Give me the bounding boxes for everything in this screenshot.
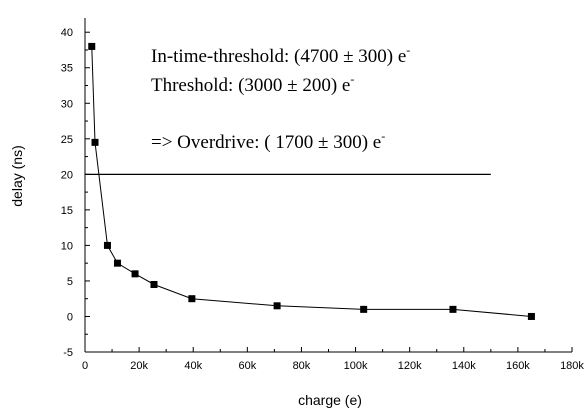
x-tick-label: 60k bbox=[238, 360, 256, 372]
svg-text:Threshold: (3000 ± 200) e-: Threshold: (3000 ± 200) e- bbox=[151, 72, 354, 96]
x-tick-label: 40k bbox=[184, 360, 202, 372]
annotation-text: => Overdrive: ( 1700 ± 300) e bbox=[151, 132, 381, 153]
y-tick-label: 20 bbox=[61, 169, 73, 181]
annotation-superscript: - bbox=[406, 43, 410, 57]
x-tick-label: 180k bbox=[560, 360, 584, 372]
annotation-in-time-threshold: In-time-threshold: (4700 ± 300) e- bbox=[151, 43, 410, 67]
x-axis-title: charge (e) bbox=[298, 392, 362, 408]
x-tick-label: 80k bbox=[293, 360, 311, 372]
annotation-superscript: - bbox=[381, 129, 385, 143]
y-tick-label: 35 bbox=[61, 63, 73, 75]
y-tick-label: -5 bbox=[63, 347, 73, 359]
data-point bbox=[527, 312, 535, 320]
data-point bbox=[113, 259, 121, 267]
data-point bbox=[150, 280, 158, 288]
y-tick-label: 10 bbox=[61, 240, 73, 252]
data-point bbox=[131, 270, 139, 278]
annotation-overdrive: => Overdrive: ( 1700 ± 300) e- bbox=[151, 129, 385, 153]
series-layer bbox=[88, 42, 535, 320]
y-axis-title: delay (ns) bbox=[9, 145, 25, 206]
axes: 0 20k 40k 60k 80k 100k 120k 140k 160k 180k -5 0 5 10 1… bbox=[61, 18, 584, 372]
y-tick-label: 25 bbox=[61, 134, 73, 146]
data-point bbox=[88, 42, 96, 50]
data-point bbox=[103, 241, 111, 249]
x-tick-label: 160k bbox=[506, 360, 530, 372]
x-tick-label: 140k bbox=[452, 360, 476, 372]
y-tick-label: 40 bbox=[61, 27, 73, 39]
annotation-superscript: - bbox=[350, 72, 354, 86]
y-tick-label: 5 bbox=[67, 276, 73, 288]
data-point bbox=[360, 305, 368, 313]
annotation-threshold: Threshold: (3000 ± 200) e- bbox=[151, 72, 354, 96]
data-point bbox=[449, 305, 457, 313]
x-tick-label: 100k bbox=[344, 360, 368, 372]
data-point bbox=[188, 295, 196, 303]
y-tick-label: 0 bbox=[67, 311, 73, 323]
y-tick-label: 15 bbox=[61, 205, 73, 217]
data-point bbox=[91, 138, 99, 146]
x-tick-label: 20k bbox=[130, 360, 148, 372]
svg-text:=> Overdrive: ( 1700 ± 300) e: => Overdrive: ( 1700 ± 300) e- bbox=[151, 129, 385, 153]
x-tick-label: 0 bbox=[82, 360, 88, 372]
data-point bbox=[273, 302, 281, 310]
y-tick-label: 30 bbox=[61, 98, 73, 110]
annotation-text: Threshold: (3000 ± 200) e bbox=[151, 75, 350, 96]
x-tick-label: 120k bbox=[398, 360, 422, 372]
annotation-text: In-time-threshold: (4700 ± 300) e bbox=[151, 46, 406, 67]
svg-text:In-time-threshold: (4700 ± 30: In-time-threshold: (4700 ± 300) e- bbox=[151, 43, 410, 67]
